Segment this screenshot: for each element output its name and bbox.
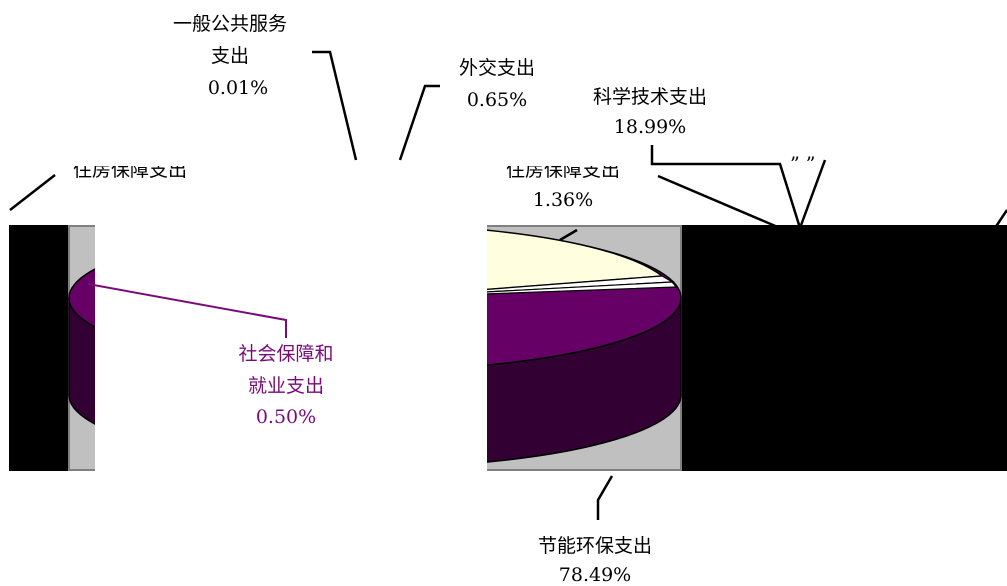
leader-energy <box>596 475 614 520</box>
leader-foreign-affairs <box>398 84 440 161</box>
label-social-security-line2: 就业支出 <box>248 375 324 397</box>
partial-left-mask <box>60 156 230 166</box>
label-foreign-affairs-value: 0.65% <box>467 89 527 111</box>
leader-lines <box>9 50 1007 520</box>
black-block-right <box>682 225 1007 471</box>
black-block-left <box>9 225 68 471</box>
clip-ticks: ” ” <box>790 153 815 175</box>
label-social-security-value: 0.50% <box>256 406 316 428</box>
leader-general-public <box>312 50 358 161</box>
label-science-value: 18.99% <box>614 116 686 138</box>
leader-right-partial <box>993 209 1007 229</box>
label-general-public-value: 0.01% <box>208 77 268 99</box>
label-energy-value: 78.49% <box>559 564 631 586</box>
leader-science <box>650 145 802 229</box>
leader-social-security <box>87 283 287 338</box>
label-foreign-affairs: 外交支出 <box>459 57 535 79</box>
leader-housing <box>657 174 781 230</box>
leader-science-2 <box>798 159 827 229</box>
leader-left-partial <box>9 174 56 211</box>
label-housing-value: 1.36% <box>533 189 593 211</box>
label-social-security-line1: 社会保障和 <box>238 343 333 365</box>
label-general-public-line1: 一般公共服务 <box>173 13 287 35</box>
label-energy: 节能环保支出 <box>538 535 652 557</box>
white-panel-left <box>95 160 487 490</box>
housing-mask <box>484 158 649 166</box>
leader-housing-2 <box>559 228 578 242</box>
label-general-public-line2: 支出 <box>211 45 249 67</box>
label-science: 科学技术支出 <box>593 86 707 108</box>
